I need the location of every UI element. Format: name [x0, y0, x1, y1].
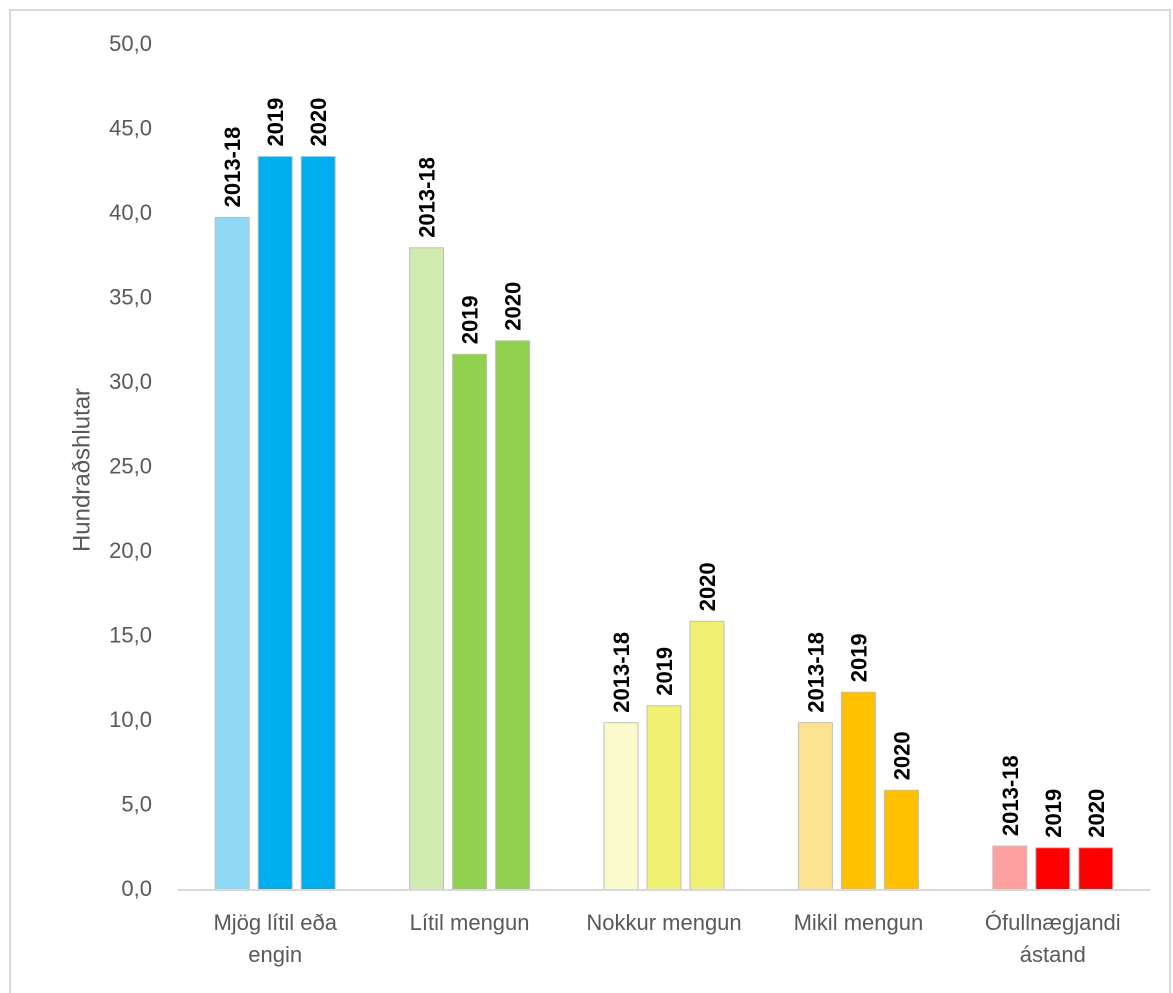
y-tick-label: 10,0: [109, 707, 152, 732]
bar: [646, 705, 682, 891]
category-label: Mjög lítil eða engin: [213, 910, 337, 967]
category-labels: Mjög lítil eða engin Lítil mengun Nokkur me…: [213, 910, 1120, 967]
y-tick-label: 0,0: [121, 876, 152, 901]
bar: [409, 247, 445, 891]
data-label: 2020: [695, 562, 720, 611]
bar: [689, 620, 725, 891]
data-label: 2020: [306, 98, 331, 147]
y-tick-label: 20,0: [109, 538, 152, 563]
data-label: 2020: [889, 731, 914, 780]
y-tick-label: 40,0: [109, 200, 152, 225]
bar: [495, 340, 531, 891]
chart-frame: [9, 9, 1171, 993]
data-label: 2020: [1084, 789, 1109, 838]
bar: [452, 353, 488, 891]
y-tick-label: 25,0: [109, 453, 152, 478]
data-label: 2013-18: [415, 157, 440, 238]
y-axis-ticks: 0,0 5,0 10,0 15,0 20,0 25,0 30,0 35,0 40,0 45,0 50…: [109, 31, 152, 901]
y-tick-label: 15,0: [109, 622, 152, 647]
y-tick-label: 50,0: [109, 31, 152, 56]
bar: [300, 156, 336, 891]
data-label: 2013-18: [609, 632, 634, 713]
bar: [883, 789, 919, 891]
data-label: 2019: [458, 295, 483, 344]
data-label: 2013-18: [998, 755, 1023, 836]
bar: [257, 156, 293, 891]
y-axis-label: Hundraðshlutar: [68, 388, 95, 552]
data-label: 2013-18: [803, 632, 828, 713]
data-label: 2020: [501, 282, 526, 331]
category-label: Ófullnægjandi ástand: [985, 910, 1121, 967]
bar: [797, 722, 833, 891]
data-label: 2019: [1041, 789, 1066, 838]
category-label: Nokkur mengun: [586, 910, 741, 935]
data-labels: 2013-18 2019 2020 2013-18 2019 2020 2013-18 201…: [220, 98, 1109, 838]
category-label: Mikil mengun: [794, 910, 924, 935]
data-label: 2019: [263, 98, 288, 147]
bar: [1078, 847, 1114, 891]
data-label: 2019: [846, 633, 871, 682]
bar: [214, 216, 250, 891]
data-label: 2013-18: [220, 127, 245, 208]
bar: [840, 691, 876, 891]
bar: [603, 722, 639, 891]
bar: [992, 845, 1028, 891]
bar: [1035, 847, 1071, 891]
y-tick-label: 35,0: [109, 284, 152, 309]
bars: [214, 156, 1114, 891]
data-label: 2019: [652, 647, 677, 696]
y-tick-label: 30,0: [109, 369, 152, 394]
y-tick-label: 5,0: [121, 791, 152, 816]
category-label: Lítil mengun: [410, 910, 530, 935]
y-tick-label: 45,0: [109, 115, 152, 140]
